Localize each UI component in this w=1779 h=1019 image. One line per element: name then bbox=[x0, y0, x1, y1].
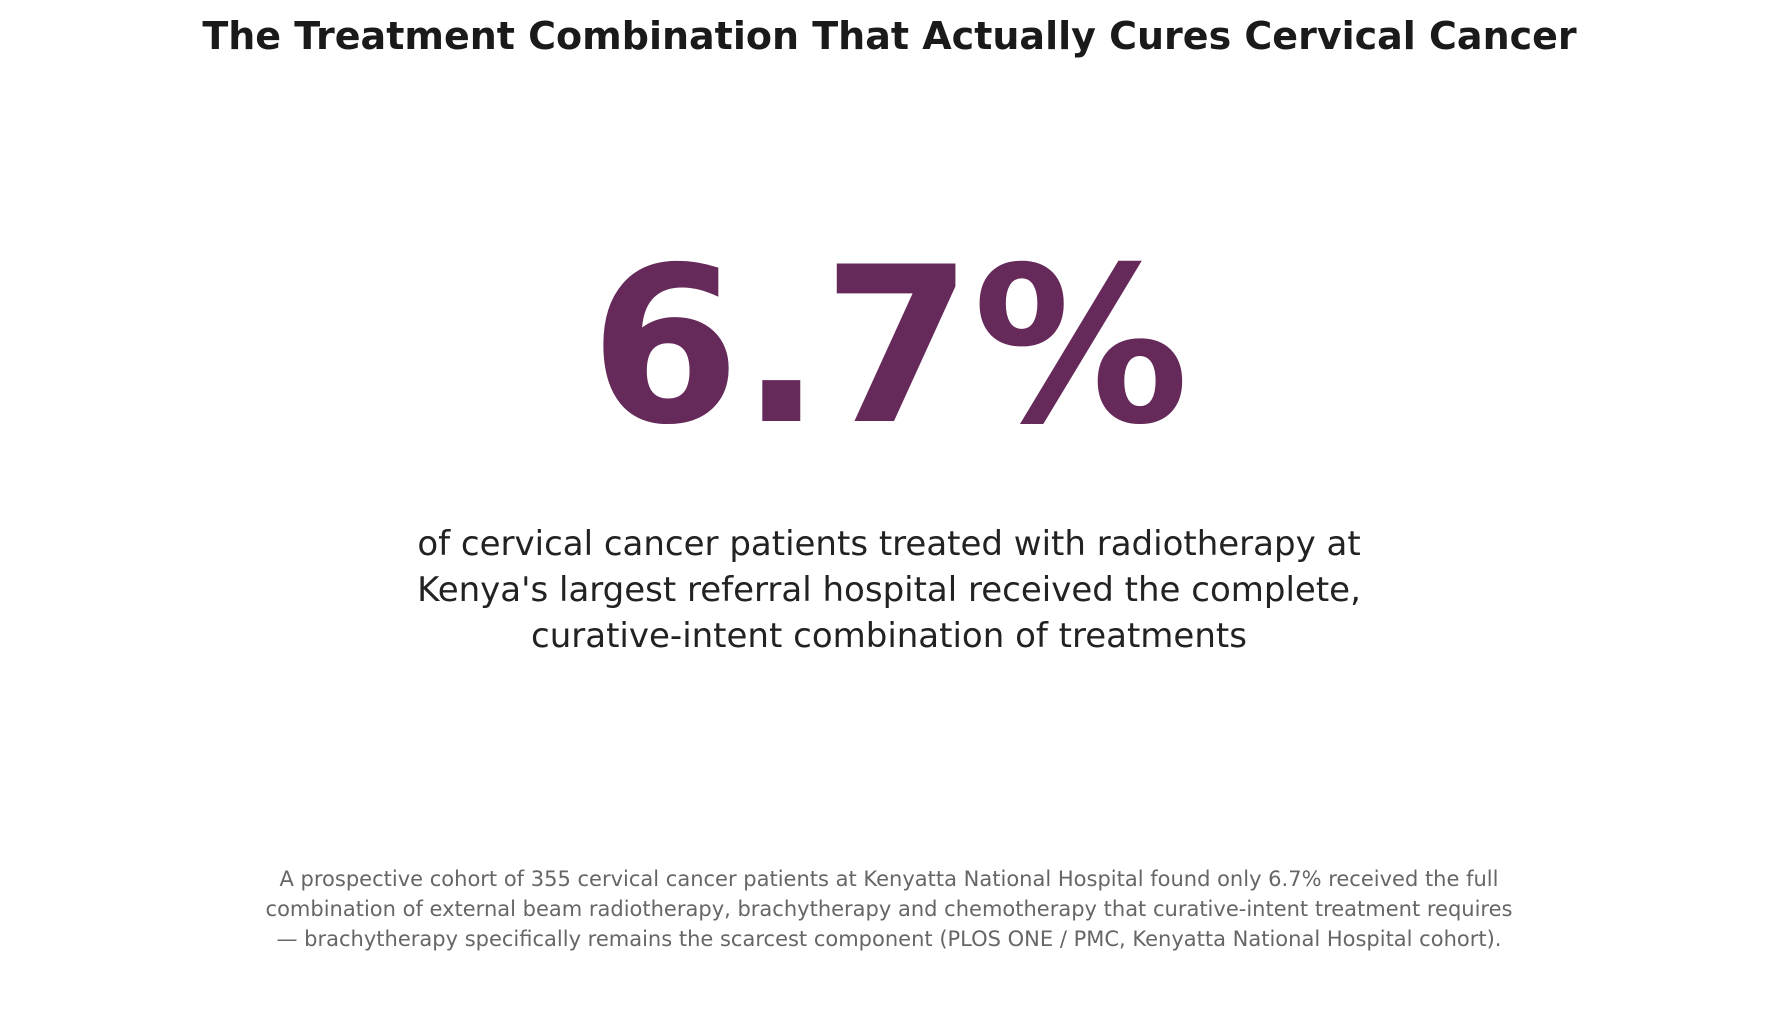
stat-caption: of cervical cancer patients treated with… bbox=[389, 521, 1389, 659]
source-note: A prospective cohort of 355 cervical can… bbox=[189, 864, 1589, 954]
caption-line: curative-intent combination of treatment… bbox=[531, 616, 1247, 656]
source-line: — brachytherapy specifically remains the… bbox=[276, 927, 1502, 951]
page-title: The Treatment Combination That Actually … bbox=[202, 14, 1577, 58]
source-line: combination of external beam radiotherap… bbox=[265, 897, 1513, 921]
caption-line: of cervical cancer patients treated with… bbox=[417, 524, 1361, 564]
headline-stat: 6.7% bbox=[589, 221, 1190, 472]
source-line: A prospective cohort of 355 cervical can… bbox=[279, 867, 1499, 891]
caption-line: Kenya's largest referral hospital receiv… bbox=[417, 570, 1361, 610]
